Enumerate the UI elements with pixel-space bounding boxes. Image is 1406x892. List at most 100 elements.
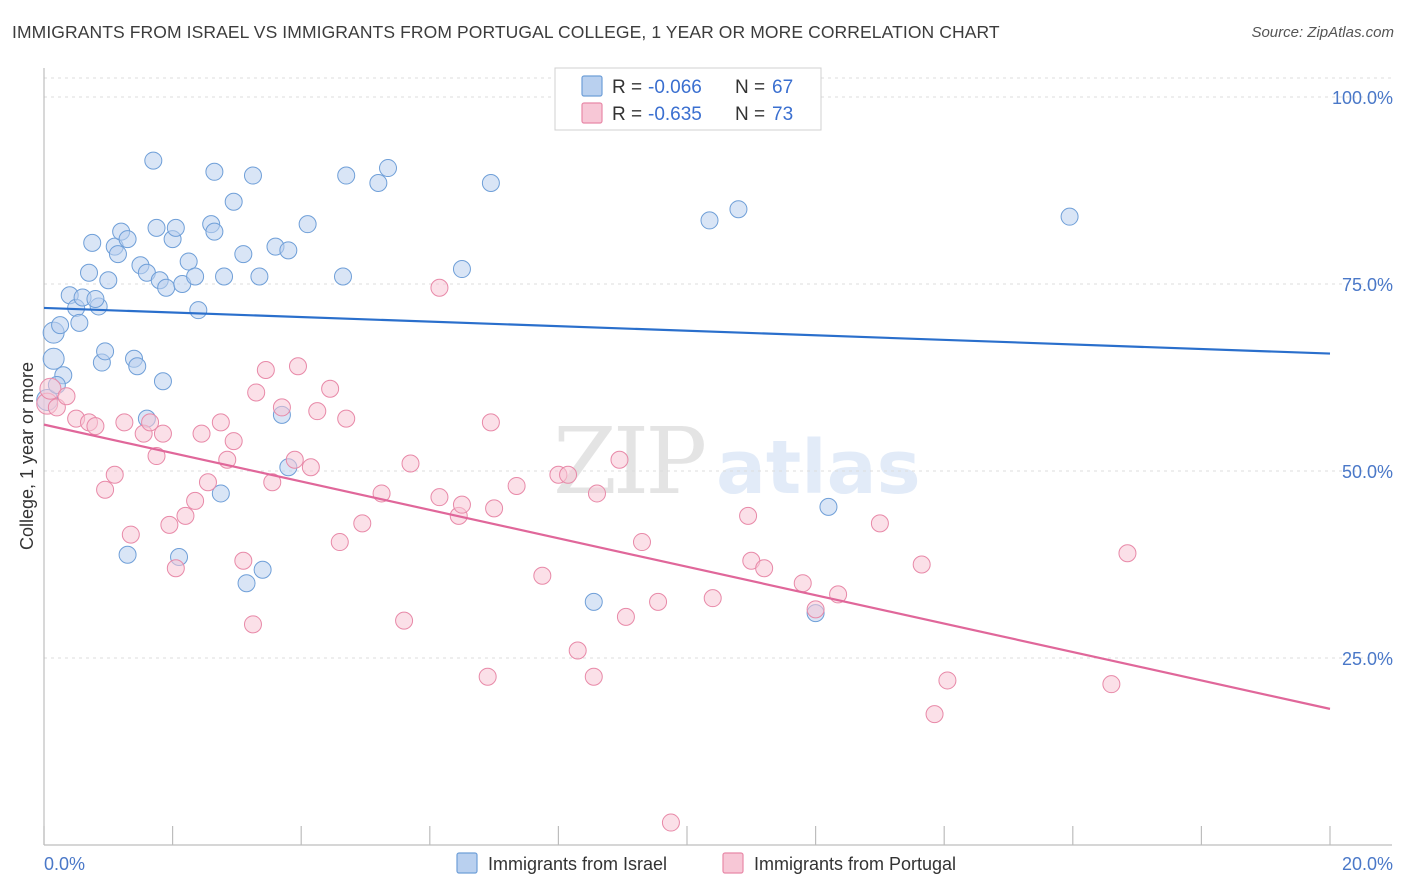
portugal-point [584, 667, 603, 686]
portugal-point [301, 458, 320, 477]
portugal-point [166, 559, 185, 578]
portugal-point [247, 383, 266, 402]
israel-point [333, 267, 352, 286]
portugal-point [452, 495, 471, 514]
israel-point [108, 245, 127, 264]
legend-swatch-israel [581, 75, 603, 97]
portugal-point [395, 611, 414, 630]
portugal-point [401, 454, 420, 473]
trend-lines [43, 306, 1331, 710]
portugal-point [337, 409, 356, 428]
israel-point [42, 347, 65, 370]
israel-point [211, 484, 230, 503]
portugal-point [256, 361, 275, 380]
portugal-point [616, 607, 635, 626]
bottom-legend-label-portugal: Immigrants from Portugal [754, 854, 956, 874]
israel-point [86, 289, 105, 308]
portugal-point [478, 667, 497, 686]
portugal-point [430, 278, 449, 297]
portugal-point [186, 491, 205, 510]
israel-point [237, 574, 256, 593]
legend-n-label-israel: N = [735, 77, 765, 98]
legend-r-label-israel: R = [612, 77, 642, 98]
israel-point [157, 278, 176, 297]
israel-point [700, 211, 719, 230]
israel-point [379, 159, 398, 178]
israel-point [153, 372, 172, 391]
israel-point [118, 545, 137, 564]
trend-line-portugal [43, 423, 1331, 710]
portugal-point [330, 533, 349, 552]
israel-point [189, 301, 208, 320]
legend-r-value-portugal: -0.635 [648, 104, 702, 125]
portugal-point [121, 525, 140, 544]
portugal-point [272, 398, 291, 417]
israel-point [186, 267, 205, 286]
trend-line-israel [43, 306, 1331, 355]
portugal-point [263, 473, 282, 492]
chart-source: Source: ZipAtlas.com [1251, 24, 1394, 41]
israel-point [80, 263, 99, 282]
legend-n-label-portugal: N = [735, 104, 765, 125]
portugal-point [192, 424, 211, 443]
portugal-point [533, 566, 552, 585]
bottom-legend-swatch-portugal [722, 852, 744, 874]
israel-point [166, 218, 185, 237]
portugal-point [912, 555, 931, 574]
y-tick-label: 25.0% [1342, 649, 1393, 669]
chart-title: IMMIGRANTS FROM ISRAEL VS IMMIGRANTS FRO… [12, 22, 1000, 42]
portugal-point [587, 484, 606, 503]
israel-point [205, 222, 224, 241]
israel-point [481, 174, 500, 193]
portugal-point [938, 671, 957, 690]
portugal-point [661, 813, 680, 832]
portugal-point [96, 480, 115, 499]
legend-r-value-israel: -0.066 [648, 77, 702, 98]
series-legend: Immigrants from Israel Immigrants from P… [456, 852, 956, 874]
watermark: ZIP atlas [553, 408, 921, 515]
bottom-legend-swatch-israel [456, 852, 478, 874]
axes [43, 68, 1392, 846]
portugal-point [481, 413, 500, 432]
portugal-point [1102, 675, 1121, 694]
israel-point [1060, 207, 1079, 226]
israel-point [144, 151, 163, 170]
israel-point [179, 252, 198, 271]
israel-point [96, 342, 115, 361]
legend-swatch-portugal [581, 102, 603, 124]
portugal-point [86, 417, 105, 436]
portugal-point [288, 357, 307, 376]
portugal-point [610, 450, 629, 469]
x-tick-label-min: 0.0% [44, 854, 85, 874]
israel-point [729, 200, 748, 219]
israel-point [250, 267, 269, 286]
y-axis-label: College, 1 year or more [17, 362, 37, 550]
israel-point [279, 241, 298, 260]
israel-point [99, 271, 118, 290]
portugal-point [243, 615, 262, 634]
portugal-point [632, 533, 651, 552]
israel-point [819, 497, 838, 516]
portugal-point [353, 514, 372, 533]
y-tick-labels: 25.0% 50.0% 75.0% 100.0% [1332, 88, 1393, 669]
israel-point [253, 560, 272, 579]
portugal-point [793, 574, 812, 593]
portugal-point [703, 589, 722, 608]
bottom-legend-label-israel: Immigrants from Israel [488, 854, 667, 874]
portugal-point [485, 499, 504, 518]
portugal-point [141, 413, 160, 432]
portugal-point [160, 515, 179, 534]
portugal-point [39, 377, 62, 400]
portugal-point [285, 450, 304, 469]
israel-point [128, 357, 147, 376]
israel-point [224, 192, 243, 211]
portugal-point [507, 476, 526, 495]
israel-point [147, 218, 166, 237]
svg-text:ZIP: ZIP [553, 408, 704, 515]
israel-point [70, 313, 89, 332]
portugal-point [176, 506, 195, 525]
israel-point [234, 245, 253, 264]
series-portugal-points [36, 278, 1137, 832]
y-tick-label: 50.0% [1342, 462, 1393, 482]
